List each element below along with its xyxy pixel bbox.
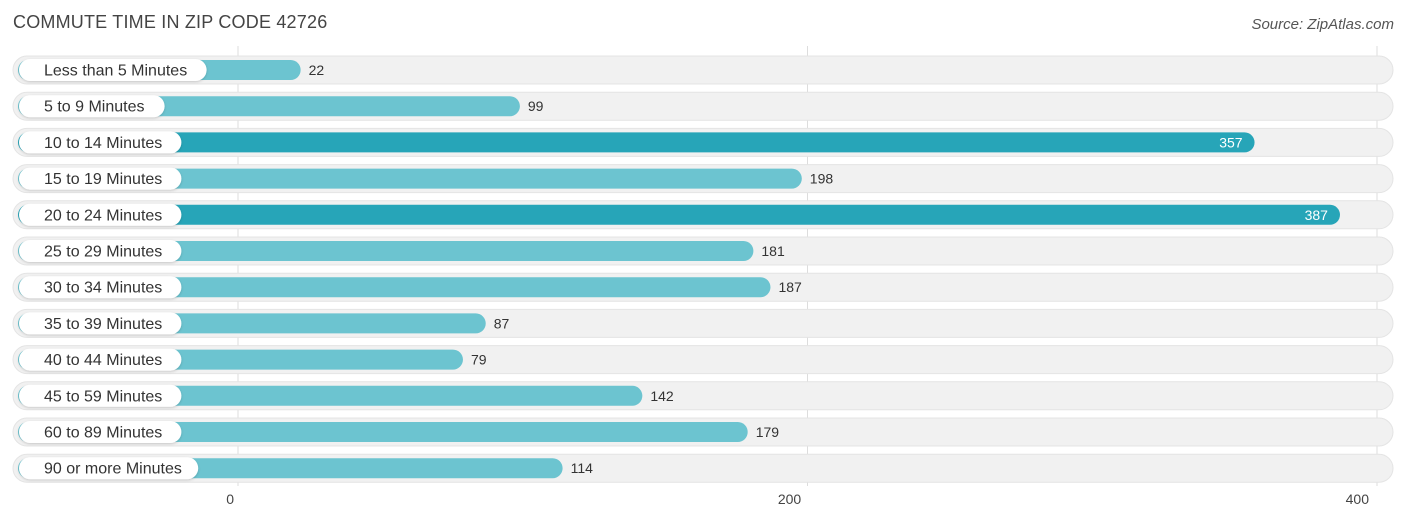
category-label: 40 to 44 Minutes (44, 352, 162, 369)
category-pill (19, 95, 165, 118)
bar-track (12, 55, 1394, 85)
bar-rows: Less than 5 Minutes 22 5 to 9 Minutes 99 10 … (12, 55, 1394, 483)
category-label: 60 to 89 Minutes (44, 425, 162, 442)
bar (18, 277, 771, 298)
category-label: 35 to 39 Minutes (44, 316, 162, 333)
category-label: 20 to 24 Minutes (44, 207, 162, 224)
bar-row: Less than 5 Minutes 22 (12, 55, 1394, 85)
category-pill (19, 457, 199, 480)
category-pill (19, 276, 182, 299)
category-label: 45 to 59 Minutes (44, 388, 162, 405)
category-pill (19, 203, 182, 226)
category-label: 5 to 9 Minutes (44, 99, 145, 116)
bar-row: 25 to 29 Minutes 181 (12, 236, 1394, 266)
value-label: 387 (1305, 207, 1329, 223)
value-label: 79 (471, 352, 487, 368)
x-tick-label: 0 (226, 491, 234, 507)
x-tick-label: 400 (1346, 491, 1370, 507)
category-label: 25 to 29 Minutes (44, 244, 162, 261)
category-label: 30 to 34 Minutes (44, 280, 162, 297)
bar-row: 30 to 34 Minutes 187 (12, 272, 1394, 302)
bar (18, 241, 754, 261)
value-label: 187 (778, 279, 802, 295)
value-label: 114 (571, 460, 594, 476)
category-label: 10 to 14 Minutes (44, 135, 162, 152)
bar-row: 10 to 14 Minutes 357 (12, 127, 1394, 157)
bar-row: 45 to 59 Minutes 142 (12, 381, 1394, 411)
value-label: 179 (756, 424, 780, 440)
bar (18, 132, 1255, 153)
source-credit: Source: ZipAtlas.com (1251, 16, 1394, 33)
category-label: Less than 5 Minutes (44, 63, 187, 80)
bar (18, 204, 1340, 225)
value-label: 87 (494, 315, 510, 331)
category-pill (19, 59, 207, 81)
value-label: 22 (309, 62, 325, 78)
bar (18, 168, 802, 189)
category-pill (19, 167, 182, 190)
bar (18, 422, 748, 442)
value-label: 198 (810, 171, 834, 187)
bar-row: 35 to 39 Minutes 87 (12, 308, 1394, 338)
value-label: 99 (528, 98, 544, 114)
bar-row: 15 to 19 Minutes 198 (12, 164, 1394, 194)
x-tick-label: 200 (778, 491, 802, 507)
category-pill (19, 131, 182, 154)
x-axis-ticks: 0 200 400 (226, 491, 1369, 507)
bar-row: 5 to 9 Minutes 99 (12, 91, 1394, 121)
value-label: 181 (761, 243, 785, 259)
category-label: 15 to 19 Minutes (44, 171, 162, 188)
bar-row: 40 to 44 Minutes 79 (12, 345, 1394, 375)
bar-row: 20 to 24 Minutes 387 (12, 200, 1394, 230)
bar-row: 90 or more Minutes 114 (12, 453, 1394, 483)
category-label: 90 or more Minutes (44, 461, 182, 478)
value-label: 357 (1219, 134, 1243, 150)
category-pill (19, 421, 182, 443)
category-pill (19, 240, 182, 262)
value-label: 142 (650, 388, 674, 404)
bar-row: 60 to 89 Minutes 179 (12, 417, 1394, 447)
category-pill (19, 312, 182, 335)
category-pill (19, 348, 182, 371)
category-pill (19, 384, 182, 407)
chart-title: COMMUTE TIME IN ZIP CODE 42726 (13, 12, 328, 32)
